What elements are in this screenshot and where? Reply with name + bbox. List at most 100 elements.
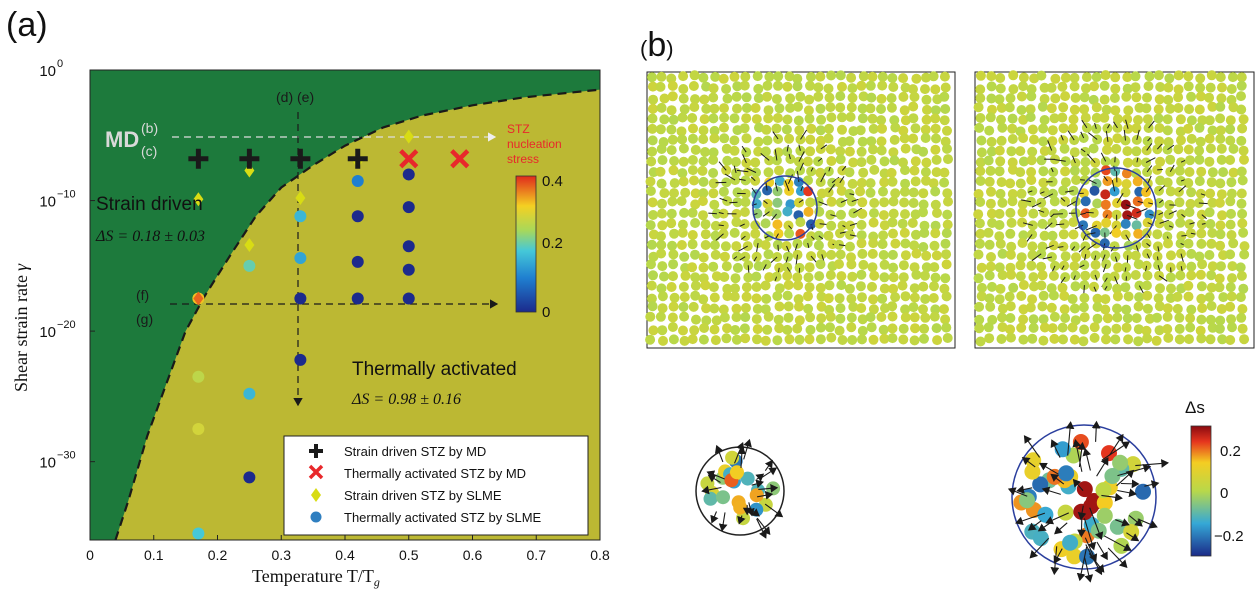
snapLeft-atom-169 [898,125,909,136]
panel-a-label: (a) [6,6,48,44]
snapRight-atom-586 [1121,304,1132,315]
snapRight-displacement-373 [1055,223,1065,226]
snapRight-atom-668 [1163,332,1174,343]
snapLeft-atom-93 [709,103,720,114]
slme-strain-point-3 [295,190,306,205]
snapRight-atom-109 [1025,112,1036,123]
md-label-sub: (c) [141,143,157,159]
snapRight-atom-120 [1142,114,1153,125]
snapLeft-displacement-534 [762,264,767,271]
snapLeft-atom-372 [899,197,910,208]
snapLeft-atom-221 [835,146,846,157]
snapLeft-atom-552 [659,271,669,282]
zoomLeft-atom-17 [730,465,744,480]
zoomLeft-arrow-11 [701,485,722,495]
zoomRight-arrow-5 [1144,480,1160,489]
snapLeft-atom-483 [845,241,855,252]
snapRight-atom-363 [1237,208,1248,219]
zoomRight-arrow-41 [1088,553,1105,573]
snapRight-atom-407 [1152,229,1163,240]
snapRight-atom-436 [1183,238,1194,249]
md-thermal-point-0 [399,149,419,169]
snapRight-atom-448 [1036,248,1047,259]
x-axis-ticks: 0 0.1 0.2 0.3 0.4 0.5 0.6 0.7 0.8 [86,535,610,563]
snapRight-atom-61 [1070,92,1081,103]
snapRight-atom-421 [1027,241,1038,252]
snapRight-atom-10 [1081,72,1092,83]
snapLeft-atom-626 [823,293,834,304]
stz-zoom-right [1007,420,1169,583]
snapRight-atom-45 [1173,84,1184,95]
snapLeft-atom-711 [805,324,816,335]
snapRight-atom-130 [974,122,985,133]
snapLeft-atom-320 [659,188,670,199]
slme-thermal-point-17 [402,240,415,253]
snapRight-atom-578 [1037,301,1048,312]
snapLeft-atom-15 [806,71,816,82]
snapLeft-atom-702 [709,324,720,335]
snapLeft-atom-429 [887,217,898,228]
snapRight-atom-152 [1207,125,1218,136]
snapLeft-atom-513 [857,248,868,259]
snapRight-atom-57 [1026,91,1037,102]
snapLeft-atom-343 [899,186,910,197]
snapLeft-atom-514 [867,248,878,259]
zoomRight-arrow-47 [1045,512,1070,525]
snapLeft-atom-178 [688,133,698,144]
snapRight-atom-675 [1239,334,1250,345]
legend-x-marker [308,464,324,480]
snapLeft-atom-671 [691,314,701,325]
snapLeft-displacement-272 [746,167,757,173]
snapRight-atom-474 [1036,261,1047,272]
fg-highlight-point [193,291,204,306]
snapRight-atom-290 [1016,188,1027,199]
snapRight-atom-358 [1184,207,1195,218]
snapRight-atom-275 [1132,176,1143,187]
snapRight-atom-176 [1186,133,1197,144]
snapRight-atom-368 [1017,217,1028,228]
snapRight-displacement-225 [1145,157,1156,163]
snapRight-atom-439 [1215,240,1226,251]
snapRight-atom-598 [974,314,985,325]
zoomRight-arrow-23 [1077,513,1086,538]
snapLeft-displacement-330 [751,187,757,195]
snapLeft-atom-170 [910,123,921,134]
snapRight-atom-160 [1018,133,1029,143]
snapRight-displacement-253 [1169,164,1175,172]
snapRight-atom-37 [1089,81,1100,92]
snapRight-displacement-272 [1088,179,1097,185]
snapRight-displacement-273 [1103,175,1108,182]
snapLeft-atom-724 [941,322,952,333]
snapRight-displacement-424 [1045,244,1054,249]
snapLeft-atom-599 [844,283,855,294]
snapLeft-atom-58 [648,94,659,105]
snapLeft-atom-48 [847,83,858,94]
snapRight-atom-647 [1214,323,1225,334]
snapLeft-atom-168 [890,122,901,133]
snapRight-atom-560 [1123,291,1134,302]
snapLeft-atom-689 [876,312,887,322]
snapRight-atom-641 [1154,325,1165,336]
snapRight-atom-559 [1112,291,1123,302]
snapLeft-displacement-331 [765,182,768,191]
zoomRight-atom-34 [1096,494,1113,511]
snapLeft-atom-39 [753,83,764,94]
snapRight-displacement-385 [1189,222,1195,225]
snapLeft-atom-663 [908,302,919,313]
snapLeft-atom-229 [918,146,929,157]
snapLeft-atom-5 [698,72,709,83]
snapRight-displacement-169 [1105,130,1109,142]
snapRight-atom-203 [1194,145,1205,156]
snapRight-atom-75 [1216,93,1227,104]
snapLeft-atom-260 [943,154,953,165]
snapLeft-atom-643 [701,303,712,314]
snapLeft-atom-316 [921,175,931,186]
snapRight-atom-133 [1007,123,1018,134]
snapLeft-displacement-337 [828,183,836,193]
slme-thermal-point-18 [402,263,415,276]
snapRight-displacement-306 [1178,185,1187,193]
snapRight-atom-68 [1142,92,1152,103]
snapRight-atom-208 [975,157,986,168]
snapRight-atom-239 [1026,167,1037,177]
snapLeft-atom-259 [931,154,942,165]
